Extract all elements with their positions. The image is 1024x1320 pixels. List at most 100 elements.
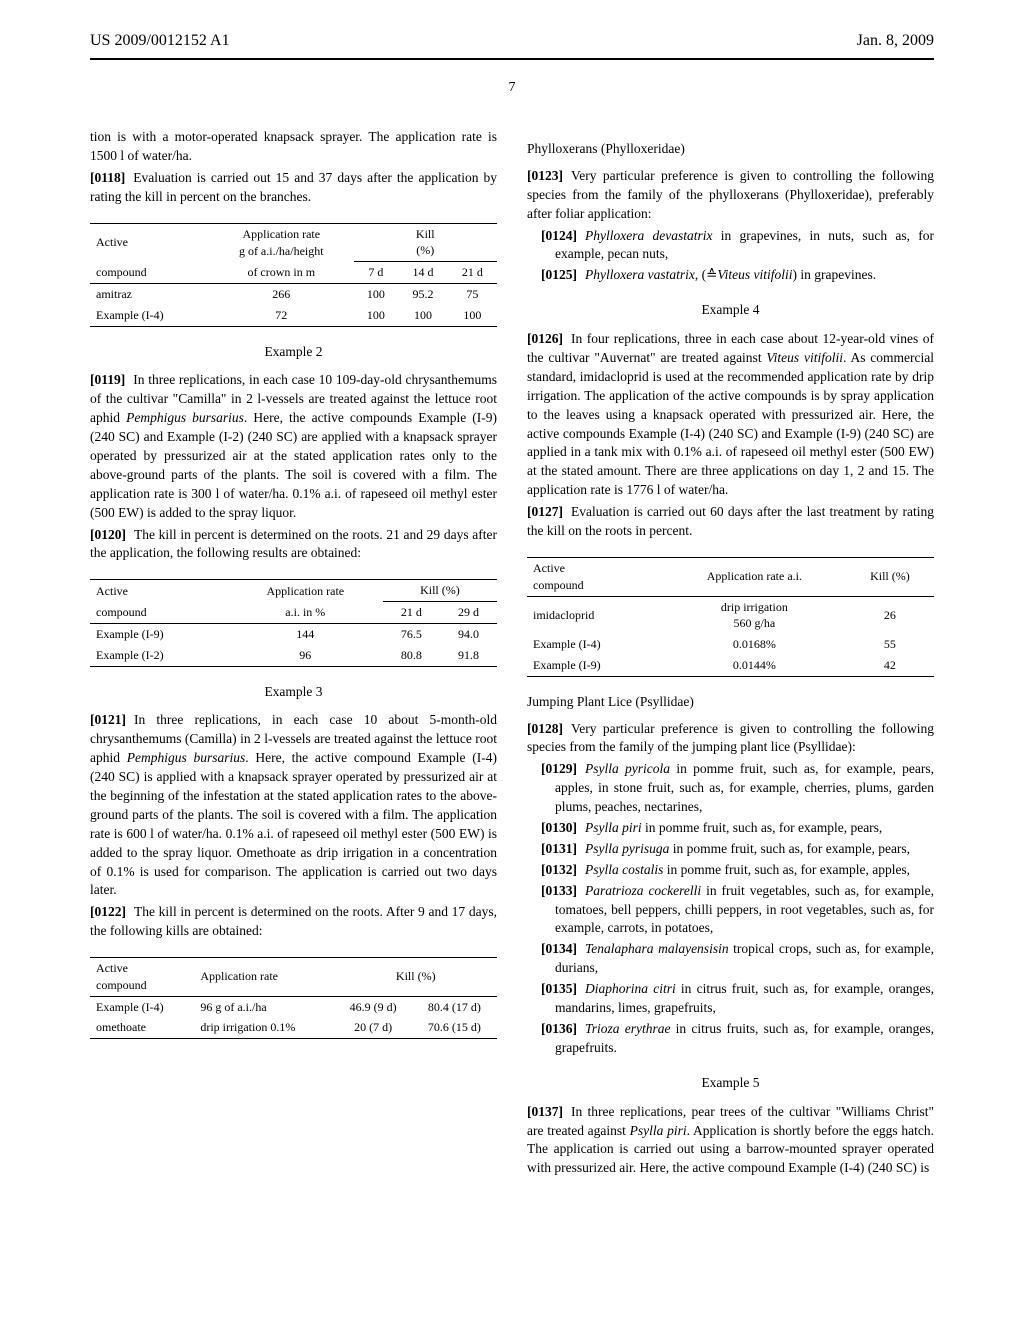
publication-number: US 2009/0012152 A1 (90, 30, 230, 52)
para-num: [0122] (90, 904, 126, 919)
th-crown: of crown in m (209, 262, 353, 284)
paragraph-0119: [0119]In three replications, in each cas… (90, 371, 497, 522)
page-header: US 2009/0012152 A1 Jan. 8, 2009 (90, 30, 934, 52)
cell: 100 (354, 283, 399, 304)
left-column: tion is with a motor-operated knapsack s… (90, 128, 497, 1181)
table-4: Activecompound Application rate a.i. Kil… (527, 557, 934, 677)
paragraph-0134: [0134]Tenalaphara malayensisin tropical … (527, 940, 934, 978)
cell: 95.2 (398, 283, 447, 304)
cell: Example (I-2) (90, 645, 228, 666)
para-num: [0135] (541, 981, 577, 996)
table-2: Active Application rate Kill (%) compoun… (90, 579, 497, 666)
cell: 0.0168% (663, 634, 846, 655)
para-num: [0128] (527, 721, 563, 736)
table-row: Example (I-2) 96 80.8 91.8 (90, 645, 497, 666)
cell: amitraz (90, 283, 209, 304)
th-7d: 7 d (354, 262, 399, 284)
cell: 96 (228, 645, 383, 666)
cell: 20 (7 d) (335, 1017, 412, 1038)
cell: 75 (448, 283, 497, 304)
cell: 80.8 (383, 645, 440, 666)
cell: omethoate (90, 1017, 194, 1038)
th-compound: compound (90, 262, 209, 284)
cell: 144 (228, 623, 383, 644)
para-num: [0132] (541, 862, 577, 877)
table-row: Active Application rate Kill (%) (90, 580, 497, 602)
table-row: Active Application rateg of a.i./ha/heig… (90, 223, 497, 262)
th-kill: Kill (%) (846, 557, 934, 596)
th-21d: 21 d (383, 602, 440, 624)
cell: 0.0144% (663, 655, 846, 676)
para-num: [0123] (527, 168, 563, 183)
th-21d: 21 d (448, 262, 497, 284)
table-row: Example (I-9) 144 76.5 94.0 (90, 623, 497, 644)
para-text: Evaluation is carried out 60 days after … (527, 504, 934, 538)
para-num: [0125] (541, 267, 577, 282)
paragraph-0130: [0130]Psylla piri in pomme fruit, such a… (527, 819, 934, 838)
cell: 100 (448, 305, 497, 326)
paragraph-0127: [0127]Evaluation is carried out 60 days … (527, 503, 934, 541)
example-3-heading: Example 3 (90, 683, 497, 702)
table-row: Example (I-9) 0.0144% 42 (527, 655, 934, 676)
table-row: imidacloprid drip irrigation560 g/ha 26 (527, 596, 934, 634)
para-num: [0133] (541, 883, 577, 898)
cell: 76.5 (383, 623, 440, 644)
para-text: The kill in percent is determined on the… (90, 527, 497, 561)
cell: 70.6 (15 d) (412, 1017, 497, 1038)
cell: 91.8 (440, 645, 497, 666)
para-text: Very particular preference is given to c… (527, 721, 934, 755)
paragraph-0137: [0137]In three replications, pear trees … (527, 1103, 934, 1179)
th-rate: Application rateg of a.i./ha/height (209, 223, 353, 262)
page-number: 7 (90, 78, 934, 98)
cell: 80.4 (17 d) (412, 996, 497, 1017)
paragraph-0125: [0125]Phylloxera vastatrix, (≙Viteus vit… (527, 266, 934, 285)
paragraph-0135: [0135]Diaphorina citri in citrus fruit, … (527, 980, 934, 1018)
paragraph-0128: [0128]Very particular preference is give… (527, 720, 934, 758)
th-rate: Application rate (228, 580, 383, 602)
paragraph-0120: [0120]The kill in percent is determined … (90, 526, 497, 564)
cell: 55 (846, 634, 934, 655)
table-1: Active Application rateg of a.i./ha/heig… (90, 223, 497, 327)
th-14d: 14 d (398, 262, 447, 284)
paragraph-0133: [0133]Paratrioza cockerelli in fruit veg… (527, 882, 934, 939)
cell: drip irrigation 0.1% (194, 1017, 334, 1038)
patent-page: US 2009/0012152 A1 Jan. 8, 2009 7 tion i… (0, 0, 1024, 1211)
para-text: The kill in percent is determined on the… (90, 904, 497, 938)
table-row: Activecompound Application rate Kill (%) (90, 958, 497, 997)
example-2-heading: Example 2 (90, 343, 497, 362)
cell: 100 (398, 305, 447, 326)
th-rate: Application rate a.i. (663, 557, 846, 596)
paragraph-0122: [0122]The kill in percent is determined … (90, 903, 497, 941)
table-row: Example (I-4) 0.0168% 55 (527, 634, 934, 655)
para-num: [0119] (90, 372, 125, 387)
header-rule (90, 58, 934, 60)
th-active: Activecompound (527, 557, 663, 596)
table-row: Example (I-4) 96 g of a.i./ha 46.9 (9 d)… (90, 996, 497, 1017)
th-kill: Kill (%) (383, 580, 497, 602)
paragraph-0121: [0121]In three replications, in each cas… (90, 711, 497, 900)
right-column: Phylloxerans (Phylloxeridae) [0123]Very … (527, 128, 934, 1181)
table-row: amitraz 266 100 95.2 75 (90, 283, 497, 304)
equals-hat: ≙ (706, 267, 717, 282)
para-num: [0137] (527, 1104, 563, 1119)
paragraph-0118: [0118]Evaluation is carried out 15 and 3… (90, 169, 497, 207)
th-29d: 29 d (440, 602, 497, 624)
th-active: Active (90, 580, 228, 602)
species-name: Viteus vitifolii (717, 267, 792, 282)
th-rate: Application rate (194, 958, 334, 997)
cell: drip irrigation560 g/ha (663, 596, 846, 634)
para-num: [0136] (541, 1021, 577, 1036)
paragraph-0123: [0123]Very particular preference is give… (527, 167, 934, 224)
th-ai: a.i. in % (228, 602, 383, 624)
publication-date: Jan. 8, 2009 (857, 30, 934, 52)
cell: 26 (846, 596, 934, 634)
para-num: [0134] (541, 941, 577, 956)
table-row: omethoate drip irrigation 0.1% 20 (7 d) … (90, 1017, 497, 1038)
paragraph-0132: [0132]Psylla costalis in pomme fruit, su… (527, 861, 934, 880)
para-num: [0127] (527, 504, 563, 519)
cell: 96 g of a.i./ha (194, 996, 334, 1017)
th-kill: Kill (%) (335, 958, 497, 997)
cell: 266 (209, 283, 353, 304)
para-num: [0124] (541, 228, 577, 243)
cell: Example (I-9) (527, 655, 663, 676)
